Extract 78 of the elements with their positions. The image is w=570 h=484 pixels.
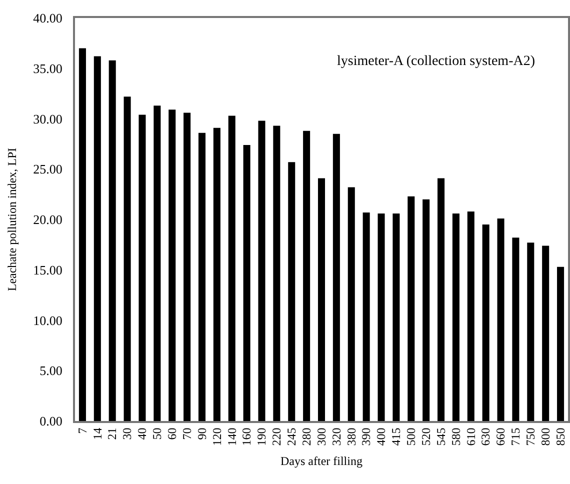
x-tick-label: 400 — [374, 428, 388, 446]
x-tick-label: 390 — [359, 428, 374, 446]
bar — [542, 246, 550, 421]
bar — [527, 242, 534, 421]
bar — [228, 116, 236, 421]
x-tick-label: 7 — [75, 428, 90, 434]
bar — [408, 196, 415, 421]
x-tick-label: 520 — [418, 428, 433, 446]
bar — [213, 128, 220, 421]
x-tick-label: 610 — [464, 428, 478, 446]
x-tick-label: 21 — [105, 428, 120, 440]
bar — [362, 212, 370, 421]
x-tick-label: 70 — [180, 428, 194, 440]
y-axis-title: Leachate pollution index, LPI — [4, 148, 19, 292]
x-tick-label: 60 — [165, 428, 180, 440]
bar — [108, 60, 116, 421]
y-tick-label: 0.00 — [40, 414, 62, 429]
bar — [422, 199, 430, 421]
x-tick-label: 140 — [224, 428, 239, 446]
x-tick-label: 750 — [524, 428, 538, 446]
x-tick-label: 280 — [299, 428, 314, 446]
bar — [184, 112, 191, 421]
x-axis-title: Days after filling — [280, 454, 362, 468]
y-tick-label: 15.00 — [33, 262, 62, 278]
bar — [154, 106, 161, 421]
y-tick-label: 35.00 — [33, 60, 62, 76]
bar — [497, 218, 504, 421]
bar — [168, 110, 176, 421]
bar — [303, 130, 310, 421]
y-tick-label: 25.00 — [33, 162, 62, 177]
x-tick-label: 120 — [210, 428, 224, 446]
x-tick-label: 380 — [344, 428, 358, 446]
x-tick-label: 660 — [494, 428, 508, 446]
y-tick-label: 20.00 — [33, 212, 62, 228]
y-tick-label: 30.00 — [33, 111, 62, 126]
bar — [452, 213, 460, 421]
x-tick-label: 245 — [284, 428, 299, 446]
bar — [392, 213, 400, 421]
x-tick-label: 14 — [90, 428, 104, 440]
x-tick-label: 500 — [404, 428, 418, 446]
bar — [258, 120, 266, 421]
bar — [348, 187, 355, 421]
x-tick-label: 300 — [314, 428, 328, 446]
x-tick-label: 630 — [478, 428, 493, 446]
x-tick-label: 220 — [270, 428, 284, 446]
bar — [332, 134, 340, 421]
y-tick-label: 5.00 — [40, 363, 62, 378]
bar — [318, 178, 326, 421]
x-tick-label: 40 — [135, 428, 150, 440]
bar — [273, 126, 280, 421]
bar — [198, 132, 206, 421]
bar — [124, 96, 131, 421]
x-tick-label: 715 — [508, 428, 523, 446]
x-tick-label: 580 — [448, 428, 463, 446]
bar — [557, 266, 564, 421]
bar — [467, 211, 474, 421]
bar — [243, 144, 250, 421]
x-tick-label: 800 — [538, 428, 552, 446]
bar — [78, 48, 86, 421]
bar — [288, 162, 296, 421]
y-tick-label: 10.00 — [33, 312, 62, 328]
bar — [138, 114, 146, 421]
bar — [512, 238, 520, 421]
x-tick-label: 90 — [194, 428, 209, 440]
annotation: lysimeter-A (collection system-A2) — [337, 54, 536, 69]
x-tick-label: 415 — [389, 428, 404, 446]
x-tick-label: 320 — [329, 428, 344, 446]
bar — [378, 213, 385, 421]
bar — [482, 224, 490, 421]
x-tick-label: 545 — [434, 428, 448, 446]
bar — [94, 56, 101, 421]
y-tick-label: 40.00 — [33, 10, 62, 26]
x-tick-label: 190 — [254, 428, 269, 446]
bar — [438, 178, 445, 421]
x-tick-label: 850 — [553, 428, 568, 446]
x-tick-label: 160 — [240, 428, 254, 446]
x-tick-label: 50 — [150, 428, 164, 440]
x-tick-label: 30 — [120, 428, 134, 440]
